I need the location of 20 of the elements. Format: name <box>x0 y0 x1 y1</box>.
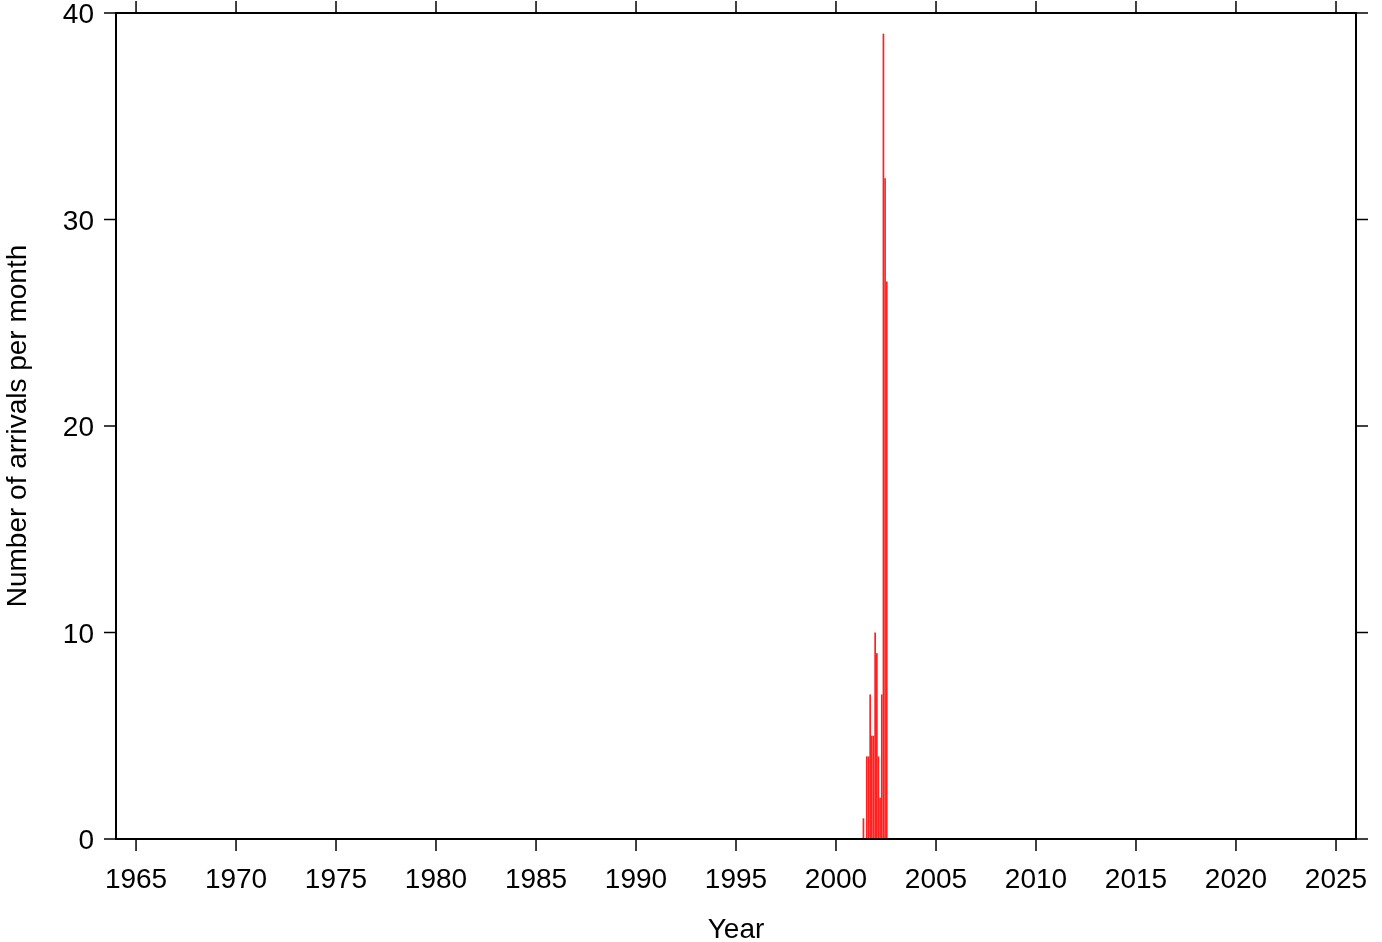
y-tick-label: 20 <box>62 411 94 442</box>
x-tick-label: 2015 <box>1104 863 1168 894</box>
x-tick-label: 1985 <box>504 863 568 894</box>
x-tick-label: 1970 <box>204 863 268 894</box>
y-tick-label: 30 <box>62 204 94 236</box>
x-tick-label: 1965 <box>104 863 168 894</box>
x-tick-label: 1995 <box>704 863 768 894</box>
x-tick-label: 1975 <box>304 863 368 894</box>
y-tick-label: 10 <box>62 617 94 649</box>
x-tick-label: 1990 <box>604 863 668 894</box>
x-tick-label: 2010 <box>1004 863 1068 894</box>
x-axis-title: Year <box>707 913 765 942</box>
x-tick-label: 2000 <box>804 863 868 894</box>
y-tick-label: 0 <box>78 824 94 855</box>
x-tick-label: 2025 <box>1304 863 1368 894</box>
x-tick-label: 1980 <box>404 863 468 894</box>
y-axis-title: Number of arrivals per month <box>1 244 32 608</box>
y-tick-label: 40 <box>62 0 94 29</box>
x-tick-label: 2005 <box>904 863 968 894</box>
x-tick-label: 2020 <box>1204 863 1268 894</box>
